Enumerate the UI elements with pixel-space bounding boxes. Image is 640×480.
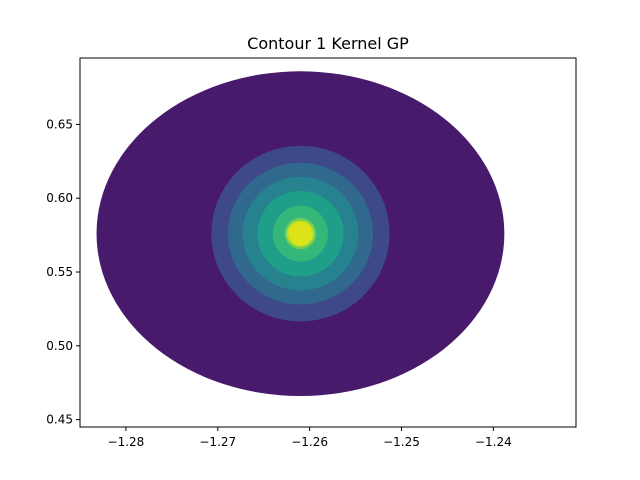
plot-frame (79, 57, 577, 428)
x-tick-label: −1.28 (108, 435, 145, 449)
y-tick-label: 0.60 (46, 191, 73, 205)
y-tick-label: 0.55 (46, 265, 73, 279)
x-axis: −1.28 −1.27 −1.26 −1.25 −1.24 (108, 427, 512, 449)
y-tick-label: 0.45 (46, 413, 73, 427)
x-tick-label: −1.26 (291, 435, 328, 449)
y-tick-label: 0.65 (46, 117, 73, 131)
x-tick-label: −1.25 (383, 435, 420, 449)
x-tick-label: −1.24 (475, 435, 512, 449)
y-axis: 0.45 0.50 0.55 0.60 0.65 (46, 117, 80, 427)
y-tick-label: 0.50 (46, 339, 73, 353)
contour-levels (96, 71, 505, 397)
x-tick-label: −1.27 (199, 435, 236, 449)
contour-level-8 (288, 221, 313, 246)
chart-title: Contour 1 Kernel GP (247, 34, 409, 53)
